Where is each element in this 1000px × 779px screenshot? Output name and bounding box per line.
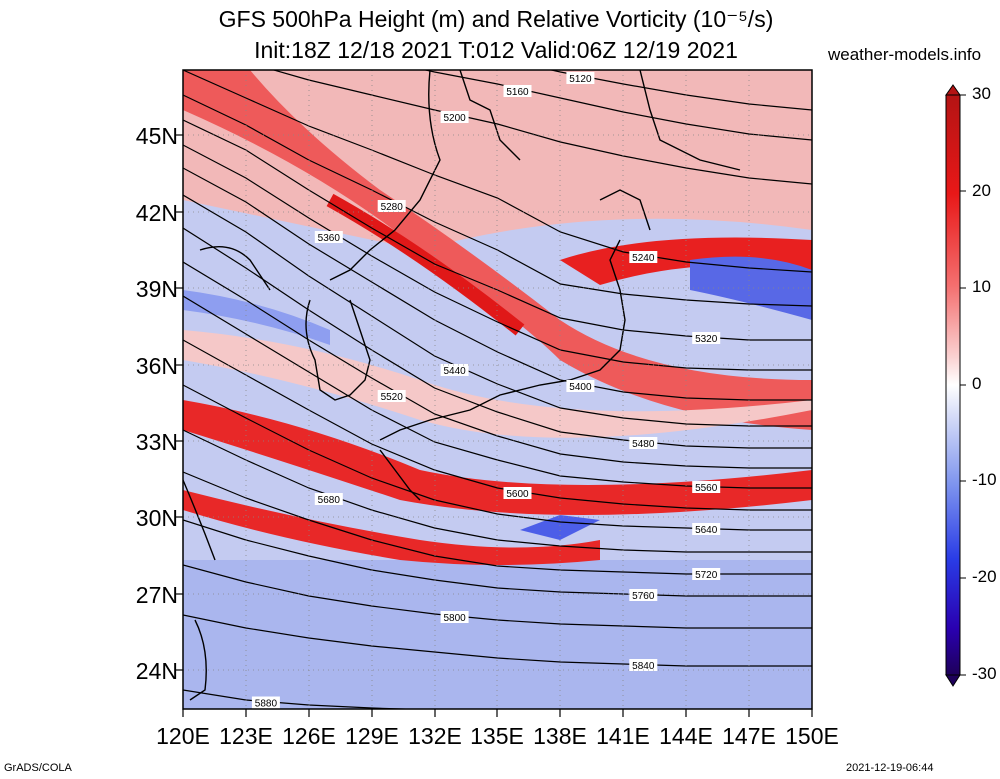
contour-5400 xyxy=(183,167,812,401)
lon-label-135e: 135E xyxy=(470,723,524,749)
lon-label-129e: 129E xyxy=(345,723,399,749)
lon-label-141e: 141E xyxy=(596,723,650,749)
contour-label-bg xyxy=(440,111,469,123)
contour-label: 5320 xyxy=(695,334,718,345)
contour-label: 5240 xyxy=(632,253,655,264)
lon-label-132e: 132E xyxy=(408,723,462,749)
footer-timestamp: 2021-12-19-06:44 xyxy=(846,762,934,774)
contour-label-bg xyxy=(440,611,469,623)
colorbar-label-0: 0 xyxy=(972,374,982,393)
contour-label-bg xyxy=(251,696,280,709)
colorbar-label-neg10: -10 xyxy=(972,470,997,489)
contour-5360 xyxy=(183,144,812,371)
contour-label-bg xyxy=(377,390,406,402)
contour-5200 xyxy=(271,70,812,185)
contour-label: 5160 xyxy=(506,87,529,98)
contour-label-bg xyxy=(692,568,721,580)
contour-5120 xyxy=(548,70,812,111)
lon-label-144e: 144E xyxy=(659,723,713,749)
vorticity-field xyxy=(183,70,812,709)
contour-label-bg xyxy=(629,659,658,671)
colorbar-label-neg20: -20 xyxy=(972,567,997,586)
site-credit: weather-models.info xyxy=(828,45,982,64)
contour-label: 5560 xyxy=(695,483,718,494)
colorbar-label-30: 30 xyxy=(972,84,991,103)
contour-label-bg xyxy=(629,589,658,601)
height-contours: 5120 5160 5200 5240 5280 5320 5360 5400 5440 5480… xyxy=(183,70,812,710)
footer-software: GrADS/COLA xyxy=(4,762,72,774)
contour-label: 5720 xyxy=(695,570,718,581)
contour-label: 5800 xyxy=(443,613,466,624)
contour-label: 5640 xyxy=(695,525,718,536)
lon-label-138e: 138E xyxy=(533,723,587,749)
contour-label: 5520 xyxy=(381,392,404,403)
contour-5680 xyxy=(183,429,812,553)
contour-label-bg xyxy=(377,200,406,212)
contour-label: 5880 xyxy=(255,699,278,710)
colorbar xyxy=(945,84,966,687)
contour-label: 5840 xyxy=(632,661,655,672)
contour-label-bg xyxy=(629,437,658,449)
lat-label-33n: 33N xyxy=(135,429,178,455)
contour-label-bg xyxy=(314,493,343,505)
lat-label-39n: 39N xyxy=(135,276,178,302)
contour-label: 5360 xyxy=(318,233,341,244)
contour-label-bg xyxy=(566,380,595,392)
contour-label: 5760 xyxy=(632,591,655,602)
contour-5800 xyxy=(183,564,812,629)
axis-ticks xyxy=(175,134,813,717)
lat-label-36n: 36N xyxy=(135,353,178,379)
contour-label-bg xyxy=(314,231,343,243)
contour-label: 5120 xyxy=(569,74,592,85)
contour-label: 5480 xyxy=(632,439,655,450)
contour-label-bg xyxy=(692,523,721,535)
contour-label: 5280 xyxy=(381,202,404,213)
lon-label-126e: 126E xyxy=(282,723,336,749)
contour-5280 xyxy=(183,94,812,307)
contour-label-bg xyxy=(629,251,658,263)
contour-label: 5200 xyxy=(443,113,466,124)
lon-label-120e: 120E xyxy=(156,723,210,749)
contour-5480 xyxy=(183,227,812,449)
lon-label-150e: 150E xyxy=(785,723,839,749)
colorbar-label-10: 10 xyxy=(972,277,991,296)
lat-label-45n: 45N xyxy=(135,123,178,149)
contour-label-bg xyxy=(692,481,721,493)
contour-label-bg xyxy=(692,332,721,344)
contour-label: 5400 xyxy=(569,382,592,393)
contour-5520 xyxy=(183,261,812,469)
lat-label-42n: 42N xyxy=(135,200,178,226)
contour-5760 xyxy=(183,519,812,597)
contour-label-bg xyxy=(503,85,532,97)
colorbar-label-neg30: -30 xyxy=(972,664,997,683)
chart-subtitle: Init:18Z 12/18 2021 T:012 Valid:06Z 12/1… xyxy=(254,37,738,63)
contour-5840 xyxy=(183,614,812,667)
lat-label-24n: 24N xyxy=(135,658,178,684)
lon-label-147e: 147E xyxy=(722,723,776,749)
contour-5880 xyxy=(183,689,423,709)
chart-title: GFS 500hPa Height (m) and Relative Vorti… xyxy=(218,6,774,32)
contour-5440 xyxy=(183,194,812,427)
contour-label-bg xyxy=(566,72,595,84)
contour-label: 5680 xyxy=(318,495,341,506)
colorbar-label-20: 20 xyxy=(972,181,991,200)
contour-label: 5600 xyxy=(506,489,529,500)
contour-5160 xyxy=(422,70,812,141)
lat-label-27n: 27N xyxy=(135,582,178,608)
contour-5600 xyxy=(183,339,812,511)
contour-label-bg xyxy=(440,364,469,376)
contour-5240 xyxy=(183,70,812,273)
lat-label-30n: 30N xyxy=(135,505,178,531)
contour-label: 5440 xyxy=(443,366,466,377)
lon-label-123e: 123E xyxy=(219,723,273,749)
contour-label-bg xyxy=(503,487,532,499)
